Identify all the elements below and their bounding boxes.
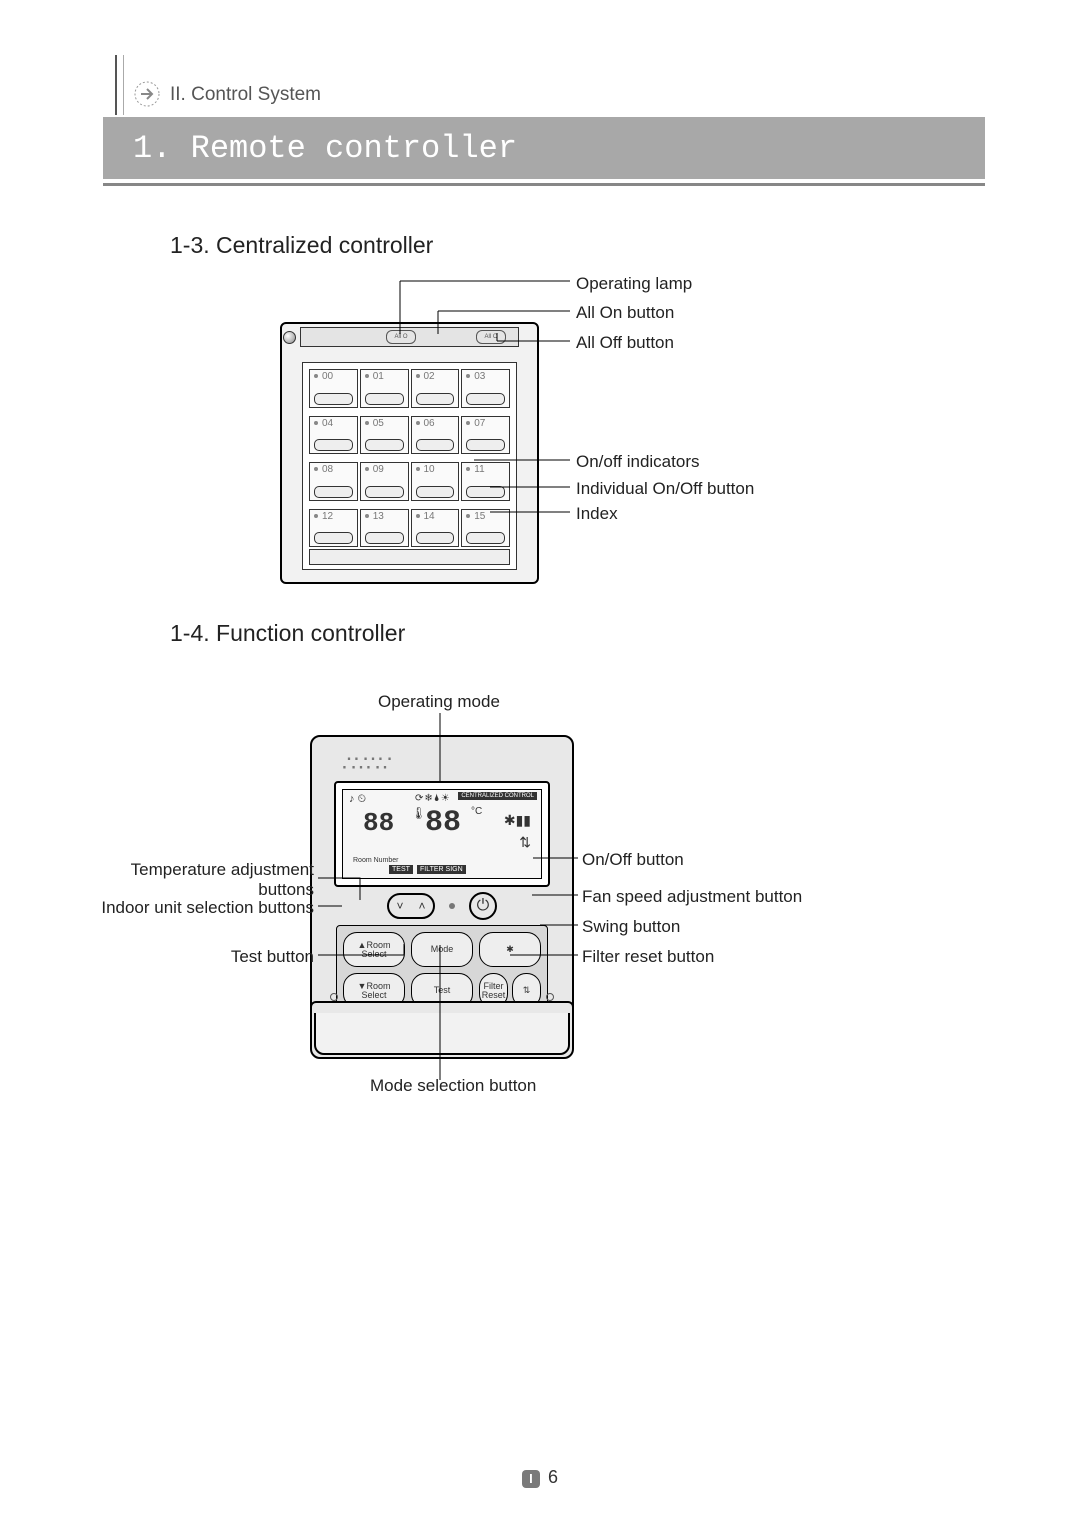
cc-cell[interactable]: 12 <box>309 509 358 548</box>
lcd-room-digits: 88 <box>363 808 394 838</box>
function-controller-body: ∴∵∴∵ ♪ ⏲ ⟳❄🌢☀ CENTRALIZED CONTROL 88 🌡 8… <box>310 735 574 1059</box>
temp-up-button[interactable]: ˄ <box>411 895 433 917</box>
cc-cell[interactable]: 15 <box>461 509 510 548</box>
cc-cell[interactable]: 03 <box>461 369 510 408</box>
cc-cell[interactable]: 13 <box>360 509 409 548</box>
mode-button[interactable]: Mode <box>411 932 473 967</box>
screw-icon <box>330 993 338 1001</box>
label-operating-lamp: Operating lamp <box>576 274 692 294</box>
power-led-icon <box>449 903 455 909</box>
cc-cell[interactable]: 10 <box>411 462 460 501</box>
knob-row: ˅ ˄ ⏻ <box>312 889 572 923</box>
label-all-on: All On button <box>576 303 674 323</box>
fan-speed-button[interactable]: ✱ <box>479 932 541 967</box>
lcd-temp-digits: 88 <box>425 806 461 840</box>
centralized-grid-frame: 00 01 02 03 04 05 06 07 08 09 10 11 12 1… <box>302 362 517 570</box>
cc-cell[interactable]: 06 <box>411 416 460 455</box>
subheading-centralized: 1-3. Centralized controller <box>170 232 433 259</box>
lcd-centralized-badge: CENTRALIZED CONTROL <box>458 792 537 800</box>
on-off-button[interactable]: ⏻ <box>469 892 497 920</box>
label-fan-speed: Fan speed adjustment button <box>582 887 802 907</box>
label-operating-mode: Operating mode <box>378 692 500 712</box>
chapter-badge: I <box>522 1470 540 1488</box>
page-title: 1. Remote controller <box>103 117 985 179</box>
cc-cell[interactable]: 00 <box>309 369 358 408</box>
section-label: II. Control System <box>170 84 321 106</box>
page-number: 6 <box>548 1467 558 1487</box>
arrow-right-icon <box>133 80 161 108</box>
all-on-button[interactable]: All O <box>386 330 416 344</box>
cc-cell[interactable]: 14 <box>411 509 460 548</box>
label-indoor-select: Indoor unit selection buttons <box>100 898 314 918</box>
centralized-grid: 00 01 02 03 04 05 06 07 08 09 10 11 12 1… <box>309 369 510 547</box>
cc-cell[interactable]: 08 <box>309 462 358 501</box>
lcd-fan-icon: ✱▮▮ <box>504 812 531 829</box>
cc-cell[interactable]: 01 <box>360 369 409 408</box>
centralized-top-row: All O All O <box>300 327 519 347</box>
speaker-icon: ∴∵∴∵ <box>342 751 402 775</box>
centralized-bottom-bar <box>309 549 510 565</box>
page-footer: I6 <box>0 1467 1080 1488</box>
title-underline <box>103 183 985 186</box>
label-test-button: Test button <box>182 947 314 967</box>
label-individual-button: Individual On/Off button <box>576 479 754 499</box>
screw-icon <box>546 993 554 1001</box>
label-filter-reset: Filter reset button <box>582 947 714 967</box>
page: II. Control System 1. Remote controller … <box>0 0 1080 1528</box>
lcd-deg-c: °C <box>471 806 482 817</box>
operating-lamp-icon <box>283 331 296 344</box>
label-mode-selection: Mode selection button <box>370 1076 536 1096</box>
subheading-function: 1-4. Function controller <box>170 620 405 647</box>
cc-cell[interactable]: 05 <box>360 416 409 455</box>
label-onoff-indicators: On/off indicators <box>576 452 699 472</box>
room-select-up-button[interactable]: ▲Room Select <box>343 932 405 967</box>
header-rule <box>115 55 124 115</box>
label-index: Index <box>576 504 618 524</box>
cc-cell[interactable]: 02 <box>411 369 460 408</box>
temp-adjust-buttons[interactable]: ˅ ˄ <box>387 893 435 919</box>
cc-cell[interactable]: 07 <box>461 416 510 455</box>
lcd-frame: ♪ ⏲ ⟳❄🌢☀ CENTRALIZED CONTROL 88 🌡 88 °C … <box>334 781 550 887</box>
cc-cell[interactable]: 11 <box>461 462 510 501</box>
cc-cell[interactable]: 09 <box>360 462 409 501</box>
thermometer-icon: 🌡 <box>411 806 426 820</box>
centralized-panel: All O All O 00 01 02 03 04 05 06 07 08 0… <box>280 322 539 584</box>
temp-down-button[interactable]: ˅ <box>389 895 411 917</box>
lcd-swing-icon: ⇅ <box>519 834 531 851</box>
label-all-off: All Off button <box>576 333 674 353</box>
all-off-button[interactable]: All O <box>476 330 506 344</box>
lcd-status-icons: ♪ ⏲ <box>349 793 366 806</box>
lcd-room-label: Room Number <box>353 857 399 864</box>
label-temp-adjust: Temperature adjustment buttons <box>128 860 314 900</box>
front-flap <box>314 1005 570 1055</box>
lcd-filter-badge: FILTER SIGN <box>417 865 466 874</box>
label-onoff-button: On/Off button <box>582 850 684 870</box>
lcd-mode-icons: ⟳❄🌢☀ <box>415 793 451 804</box>
lcd-test-badge: TEST <box>389 865 413 874</box>
label-swing: Swing button <box>582 917 680 937</box>
cc-cell[interactable]: 04 <box>309 416 358 455</box>
lcd-screen: ♪ ⏲ ⟳❄🌢☀ CENTRALIZED CONTROL 88 🌡 88 °C … <box>342 789 542 879</box>
